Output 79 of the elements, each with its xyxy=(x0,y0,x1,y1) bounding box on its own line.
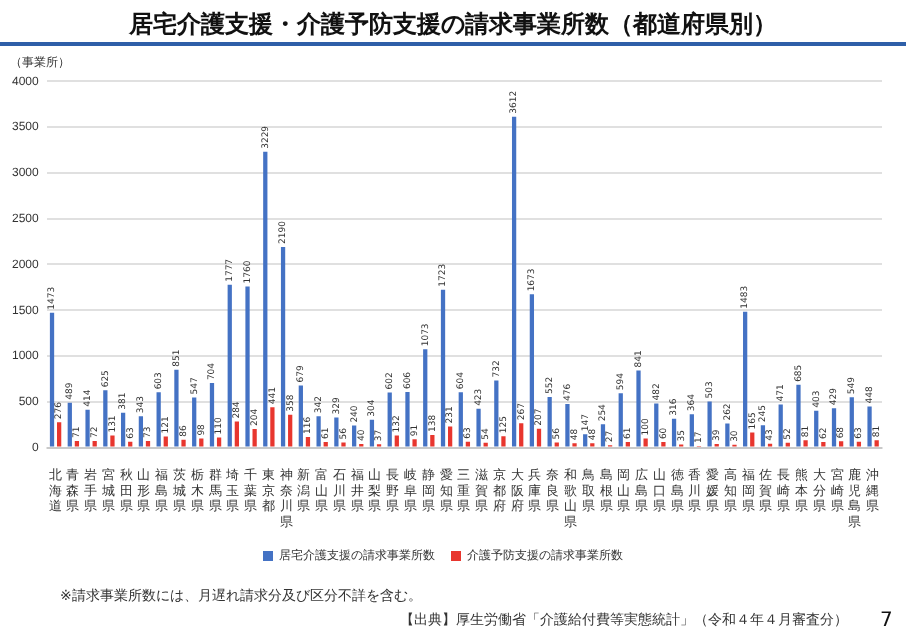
bar xyxy=(707,401,712,447)
bar xyxy=(174,369,179,447)
bar xyxy=(856,441,862,447)
bar xyxy=(156,392,161,447)
bar xyxy=(867,406,872,447)
bar xyxy=(209,383,215,447)
bar xyxy=(57,422,62,447)
bar xyxy=(252,428,257,447)
bar xyxy=(334,417,339,447)
bar xyxy=(227,284,232,447)
bar xyxy=(803,440,808,447)
bar xyxy=(536,428,542,447)
bar xyxy=(387,392,392,447)
bar xyxy=(394,435,399,447)
bar xyxy=(245,286,250,447)
bar xyxy=(163,436,168,447)
bar xyxy=(234,421,239,447)
chart-title: 居宅介護支援・介護予防支援の請求事業所数（都道府県別） xyxy=(127,8,779,42)
bar xyxy=(440,289,446,447)
bar xyxy=(181,439,186,447)
bar xyxy=(618,393,623,447)
bar xyxy=(92,441,97,447)
bar xyxy=(316,416,321,447)
bar xyxy=(423,349,428,447)
bar xyxy=(511,116,517,447)
bar xyxy=(501,436,506,447)
bar xyxy=(288,414,293,447)
bar xyxy=(636,370,641,447)
bar xyxy=(145,440,151,447)
bar xyxy=(476,408,481,447)
bar xyxy=(796,384,801,447)
bar xyxy=(814,410,819,447)
bar xyxy=(67,402,72,447)
bar xyxy=(405,392,410,447)
bar xyxy=(831,408,837,447)
bar xyxy=(547,397,552,447)
bar xyxy=(760,425,766,447)
bar xyxy=(671,418,677,447)
bar xyxy=(778,404,783,447)
bar xyxy=(216,437,222,447)
bar xyxy=(103,390,108,447)
bar xyxy=(583,434,588,447)
bar xyxy=(519,423,524,447)
bar xyxy=(874,440,879,447)
text: 7 xyxy=(880,610,893,632)
bar xyxy=(458,392,463,447)
bar xyxy=(192,397,197,447)
bar xyxy=(280,247,286,447)
bar xyxy=(725,423,730,447)
bar xyxy=(120,412,126,447)
bar xyxy=(600,424,606,447)
bar xyxy=(565,404,570,447)
bar xyxy=(465,441,471,447)
bar xyxy=(412,439,417,447)
bar xyxy=(305,436,311,447)
bar xyxy=(85,409,90,447)
bar xyxy=(199,438,204,447)
bar xyxy=(643,438,648,447)
bar xyxy=(849,397,854,447)
bar xyxy=(838,441,844,447)
bar xyxy=(270,407,275,447)
bar xyxy=(352,425,357,447)
bar xyxy=(821,441,826,447)
bar xyxy=(743,311,748,447)
bar xyxy=(110,435,115,447)
bar xyxy=(689,414,694,447)
bar xyxy=(74,441,80,447)
bar xyxy=(138,416,144,447)
bar xyxy=(430,434,435,447)
bar xyxy=(654,403,659,447)
bar xyxy=(494,380,499,447)
bar xyxy=(298,385,303,447)
bar xyxy=(49,312,55,447)
bar xyxy=(369,419,375,447)
bar xyxy=(448,426,453,447)
bar xyxy=(529,294,535,447)
bar xyxy=(750,432,755,447)
bar xyxy=(128,441,133,447)
bar xyxy=(263,151,268,447)
